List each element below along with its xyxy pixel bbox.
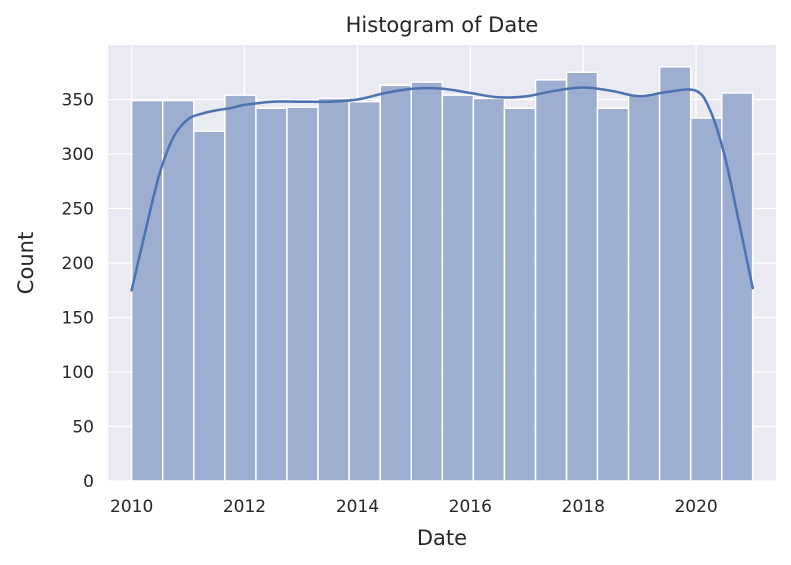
x-tick-label: 2020 xyxy=(674,497,717,517)
y-tick-labels: 0 50 100 150 200 250 300 350 xyxy=(62,91,94,493)
histogram-bar xyxy=(441,94,475,482)
histogram-bar xyxy=(596,107,630,482)
histogram-bar xyxy=(224,94,257,482)
histogram-bar xyxy=(472,97,506,482)
histogram-bar xyxy=(379,84,412,482)
x-axis-label: Date xyxy=(417,526,467,550)
histogram-bar xyxy=(721,92,754,482)
x-tick-labels: 2010 2012 2014 2016 2018 2020 xyxy=(110,497,718,517)
histogram-bar xyxy=(627,93,661,482)
x-tick-label: 2010 xyxy=(110,497,153,517)
y-tick-label: 0 xyxy=(83,472,94,492)
y-tick-label: 50 xyxy=(72,418,94,438)
histogram-bar xyxy=(565,71,599,482)
x-tick-label: 2014 xyxy=(336,497,379,517)
histogram-bar xyxy=(317,97,350,482)
y-tick-label: 350 xyxy=(62,91,94,111)
x-tick-label: 2016 xyxy=(449,497,492,517)
histogram-bar xyxy=(255,107,288,482)
x-tick-label: 2018 xyxy=(562,497,605,517)
histogram-bar xyxy=(286,106,319,482)
chart-title: Histogram of Date xyxy=(346,13,539,37)
histogram-bar xyxy=(193,130,226,482)
histogram-bar xyxy=(503,107,537,482)
histogram-bar xyxy=(689,117,723,482)
y-tick-label: 200 xyxy=(62,254,94,274)
histogram-bar xyxy=(161,99,195,482)
histogram-bar xyxy=(130,99,164,482)
y-tick-label: 150 xyxy=(62,309,94,329)
histogram-bar xyxy=(658,66,692,482)
y-tick-label: 300 xyxy=(62,145,94,165)
histogram-bar xyxy=(534,79,568,482)
y-tick-label: 100 xyxy=(62,363,94,383)
histogram-bars xyxy=(130,66,754,482)
histogram-bar xyxy=(410,81,444,482)
histogram-bar xyxy=(348,100,381,482)
y-tick-label: 250 xyxy=(62,200,94,220)
x-tick-label: 2012 xyxy=(223,497,266,517)
y-axis-label: Count xyxy=(14,232,38,294)
kde-line xyxy=(130,86,754,292)
